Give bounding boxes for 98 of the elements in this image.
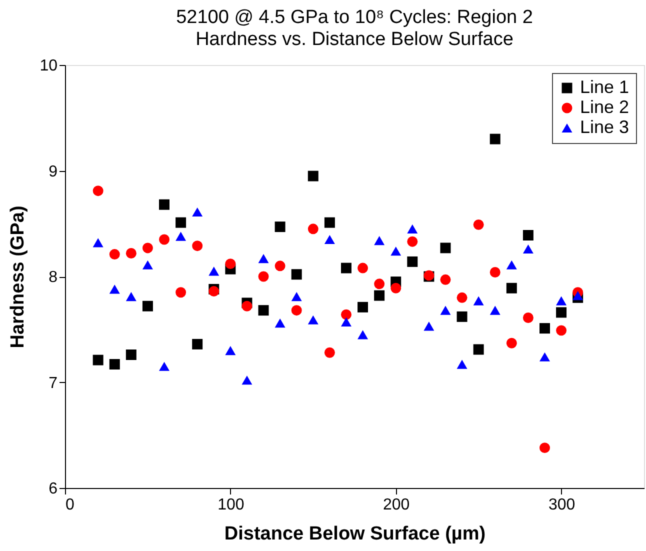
point [506, 282, 517, 294]
point [176, 287, 186, 298]
point [456, 292, 468, 303]
point [142, 242, 153, 254]
point [291, 292, 302, 302]
point [92, 238, 104, 248]
point [308, 315, 318, 324]
point [258, 305, 269, 316]
y-tick-label: 6 [48, 480, 58, 498]
point [324, 217, 335, 228]
legend-label: Line 3 [580, 117, 630, 137]
point [242, 376, 252, 385]
point [324, 347, 335, 358]
point [109, 249, 120, 260]
x-axis-title: Distance Below Surface (µm) [224, 524, 486, 544]
point [258, 254, 269, 264]
point [192, 338, 203, 350]
point [225, 258, 236, 270]
point [490, 134, 500, 144]
y-tick-label: 7 [48, 374, 58, 392]
point [340, 309, 352, 320]
point [556, 296, 567, 306]
y-tick-label: 9 [48, 163, 58, 180]
point [556, 307, 567, 318]
point [407, 256, 418, 267]
point [473, 344, 484, 355]
point [506, 338, 517, 348]
point [291, 305, 302, 316]
legend-label: Line 2 [580, 97, 630, 117]
point [490, 306, 500, 315]
point [142, 260, 153, 270]
point [159, 234, 170, 245]
point [208, 286, 220, 297]
point [308, 170, 318, 182]
point [540, 442, 550, 454]
point [424, 322, 434, 331]
point [126, 292, 136, 302]
point [274, 260, 286, 272]
point [440, 242, 451, 254]
point [374, 290, 385, 301]
point [374, 278, 385, 290]
point [159, 362, 170, 371]
point [126, 248, 136, 258]
point [109, 359, 120, 370]
point [540, 323, 550, 334]
point [522, 312, 534, 323]
point [159, 199, 170, 210]
point [556, 325, 567, 336]
point [291, 269, 302, 280]
x-tick-label: 300 [548, 496, 576, 514]
point [340, 317, 352, 327]
point [126, 350, 136, 360]
x-tick-label: 200 [383, 496, 410, 514]
point [340, 262, 352, 274]
point [176, 232, 186, 241]
point [390, 282, 402, 294]
y-axis-title: Hardness (GPa) [8, 206, 29, 348]
point [225, 346, 236, 356]
point [142, 300, 153, 312]
legend-label: Line 1 [580, 77, 630, 97]
y-tick-label: 10 [40, 58, 58, 74]
point [572, 290, 584, 300]
chart-title: 52100 @ 4.5 GPa to 10⁸ Cycles: Region 2 [176, 7, 533, 28]
point [407, 236, 418, 247]
point [308, 224, 318, 234]
point [92, 354, 104, 366]
x-tick-label: 0 [66, 496, 74, 514]
point [358, 302, 368, 312]
point [192, 240, 203, 252]
y-tick-label: 8 [48, 269, 58, 286]
point [358, 330, 368, 340]
point [109, 284, 120, 294]
point [456, 360, 468, 369]
point [374, 236, 385, 246]
point [390, 246, 402, 256]
point [407, 224, 418, 234]
point [540, 352, 550, 362]
point [358, 262, 368, 274]
point [176, 217, 186, 228]
point [274, 222, 286, 232]
x-tick-label: 100 [218, 496, 244, 514]
point [456, 311, 468, 322]
point [440, 306, 451, 315]
point [522, 230, 534, 240]
point [522, 244, 534, 254]
point [473, 219, 484, 230]
point [506, 260, 517, 270]
point [192, 207, 203, 217]
point [473, 296, 484, 306]
point [92, 186, 104, 196]
point [440, 274, 451, 285]
point [490, 267, 500, 278]
point [208, 266, 220, 276]
point [258, 271, 269, 282]
chart-subtitle: Hardness vs. Distance Below Surface [196, 29, 514, 50]
point [274, 318, 286, 328]
point [242, 300, 252, 312]
point [324, 234, 335, 244]
